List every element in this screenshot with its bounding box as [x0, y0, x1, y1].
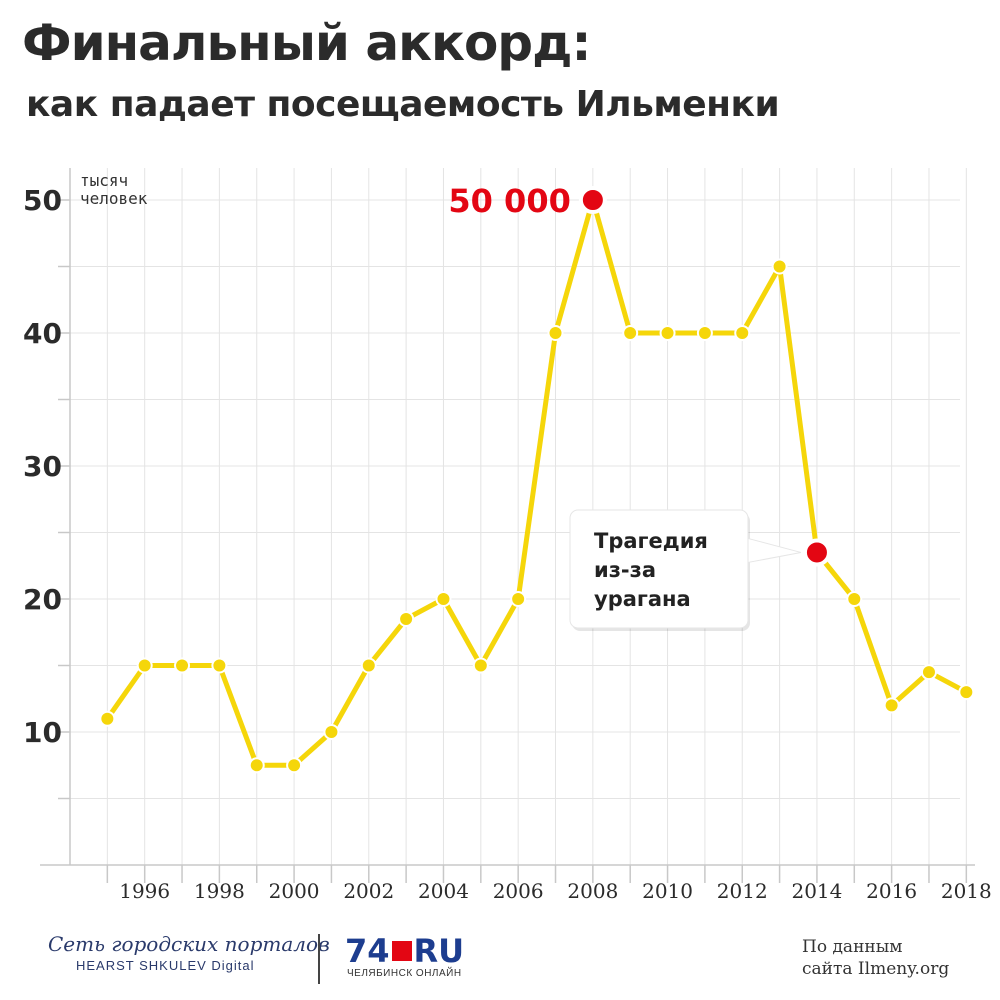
data-point-2012	[734, 325, 751, 341]
data-source: По данным сайта Ilmeny.org	[802, 936, 949, 980]
logo-domain: RU	[413, 932, 465, 970]
callout-line-2: из-за	[594, 558, 656, 582]
data-point-2018	[958, 684, 975, 701]
logo-square-icon	[391, 941, 412, 961]
y-tick-label-30: 30	[23, 450, 62, 483]
chart-title: Финальный аккорд:	[22, 14, 591, 72]
logo-number: 74	[345, 932, 390, 970]
data-point-2000	[286, 757, 303, 774]
x-tick-label-2006: 2006	[493, 879, 544, 903]
series-line-path	[104, 197, 969, 768]
site-logo[interactable]: 74 RU	[345, 932, 464, 970]
x-tick-label-2018: 2018	[941, 879, 992, 903]
highlight-point-2008	[578, 186, 607, 214]
data-point-1998	[211, 657, 228, 674]
y-tick-label-50: 50	[23, 184, 62, 217]
source-line-2: сайта Ilmeny.org	[802, 959, 950, 979]
publisher-sub: HEARST SHKULEV Digital	[76, 958, 255, 973]
data-point-1997	[174, 657, 191, 674]
source-line-1: По данным	[802, 937, 903, 957]
x-tick-label-2000: 2000	[269, 879, 320, 903]
y-tick-labels: 10 20 30 40 50	[23, 184, 62, 749]
peak-label: 50 000	[448, 182, 570, 220]
callout-line-3: урагана	[594, 587, 691, 611]
logo-subtitle: ЧЕЛЯБИНСК ОНЛАЙН	[347, 968, 462, 979]
y-tick-label-20: 20	[23, 583, 62, 616]
x-tick-label-2010: 2010	[642, 879, 693, 903]
data-point-2009	[622, 325, 639, 341]
x-tick-label-2004: 2004	[418, 879, 469, 903]
data-point-1995	[99, 710, 116, 727]
data-point-2002	[360, 657, 377, 674]
publisher-name: Сеть городских порталов	[48, 932, 330, 956]
chart-subtitle: как падает посещаемость Ильменки	[26, 84, 780, 125]
x-tick-label-2012: 2012	[717, 879, 768, 903]
data-point-2017	[920, 664, 937, 681]
axes	[40, 168, 975, 883]
x-tick-labels: 1996 1998 2000 2002 2004 2006 2008 2010 2012 2014…	[119, 879, 992, 903]
x-tick-label-2008: 2008	[567, 879, 618, 903]
data-point-2013	[771, 258, 788, 275]
data-point-2003	[398, 610, 415, 627]
callout-line-1: Трагедия	[594, 529, 708, 553]
x-tick-label-2014: 2014	[791, 879, 842, 903]
x-tick-label-2016: 2016	[866, 879, 917, 903]
data-point-2001	[323, 724, 340, 740]
x-tick-label-2002: 2002	[343, 879, 394, 903]
data-point-2005	[472, 657, 489, 674]
y-tick-label-40: 40	[23, 317, 62, 350]
publisher-block: Сеть городских порталов HEARST SHKULEV D…	[48, 932, 330, 973]
x-tick-label-1998: 1998	[194, 879, 245, 903]
footer-divider	[318, 934, 320, 984]
y-tick-label-10: 10	[23, 716, 62, 749]
data-point-2016	[883, 697, 900, 714]
callout-pointer	[747, 537, 802, 564]
x-tick-label-1996: 1996	[119, 879, 170, 903]
data-point-2007	[547, 325, 564, 341]
y-axis-unit-line-1: тысяч	[80, 171, 128, 190]
y-axis-unit-line-2: человек	[80, 189, 148, 208]
data-point-2011	[696, 325, 713, 341]
data-point-1999	[248, 757, 265, 774]
data-point-1996	[136, 657, 153, 674]
data-point-2006	[510, 591, 527, 607]
data-point-2010	[659, 325, 676, 341]
data-point-2004	[435, 591, 452, 607]
highlight-point-2014	[802, 538, 831, 567]
series-line	[99, 197, 975, 774]
grid	[70, 168, 967, 865]
data-point-2015	[846, 591, 863, 607]
callout-box	[569, 509, 749, 629]
annotations: 50 000 Трагедия из-за урагана	[448, 182, 831, 631]
